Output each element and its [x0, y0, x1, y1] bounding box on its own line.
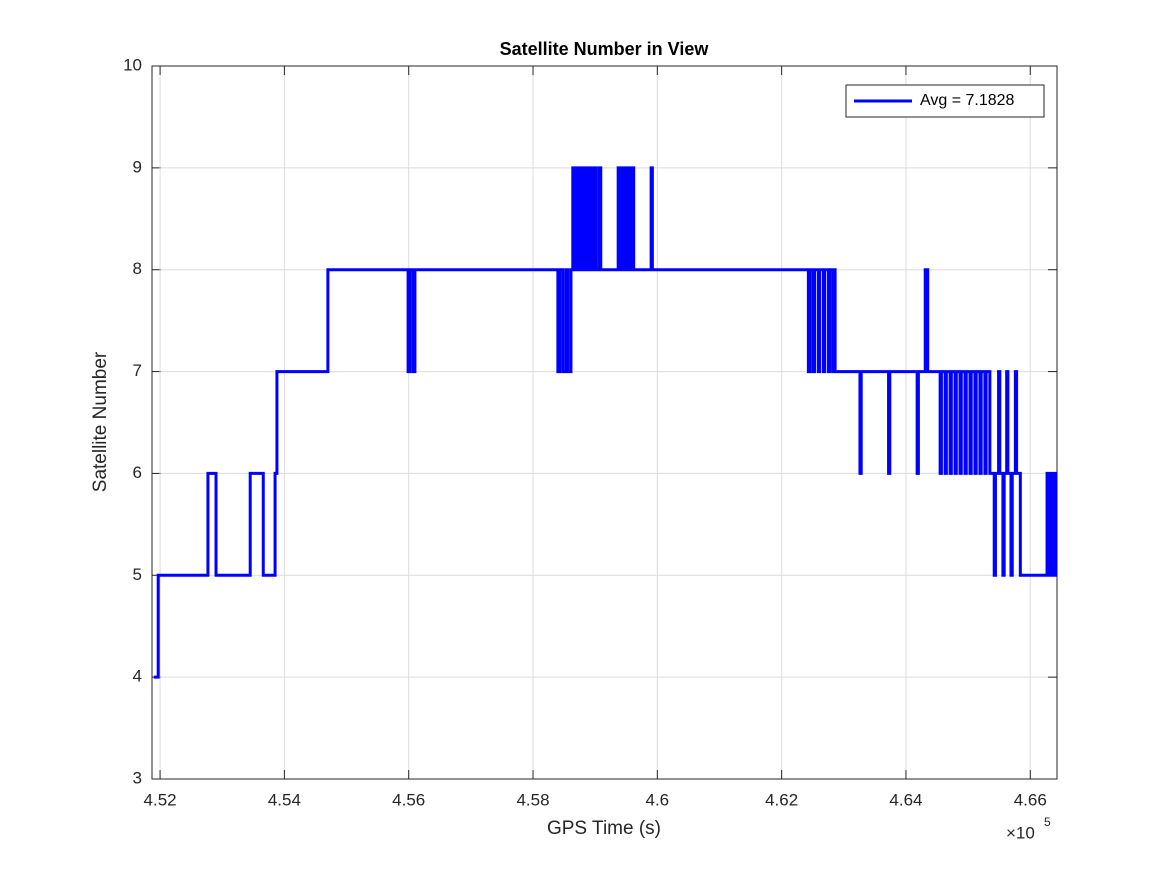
x-tick-label: 4.58	[516, 790, 549, 809]
legend-label: Avg = 7.1828	[920, 92, 1015, 109]
y-tick-label: 8	[133, 259, 142, 278]
y-tick-label: 7	[133, 361, 142, 380]
y-tick-label: 10	[123, 55, 142, 74]
y-tick-label: 4	[133, 667, 142, 686]
axes-box	[151, 65, 1058, 780]
x-tick-label: 4.52	[144, 790, 177, 809]
x-multiplier: ×10	[1006, 823, 1035, 842]
y-axis-label: Satellite Number	[90, 351, 111, 492]
x-axis-label: GPS Time (s)	[547, 818, 661, 839]
chart-title: Satellite Number in View	[500, 39, 710, 59]
y-tick-label: 9	[133, 157, 142, 176]
x-tick-label: 4.6	[646, 790, 670, 809]
x-tick-label: 4.54	[268, 790, 301, 809]
x-tick-label: 4.64	[889, 790, 922, 809]
data-line	[153, 166, 1058, 679]
y-tick-label: 5	[133, 565, 142, 584]
y-tick-label: 6	[133, 463, 142, 482]
x-tick-label: 4.66	[1014, 790, 1047, 809]
x-tick-label: 4.62	[765, 790, 798, 809]
y-tick-label: 3	[133, 768, 142, 787]
x-tick-label: 4.56	[392, 790, 425, 809]
x-multiplier-exponent: 5	[1044, 815, 1051, 829]
